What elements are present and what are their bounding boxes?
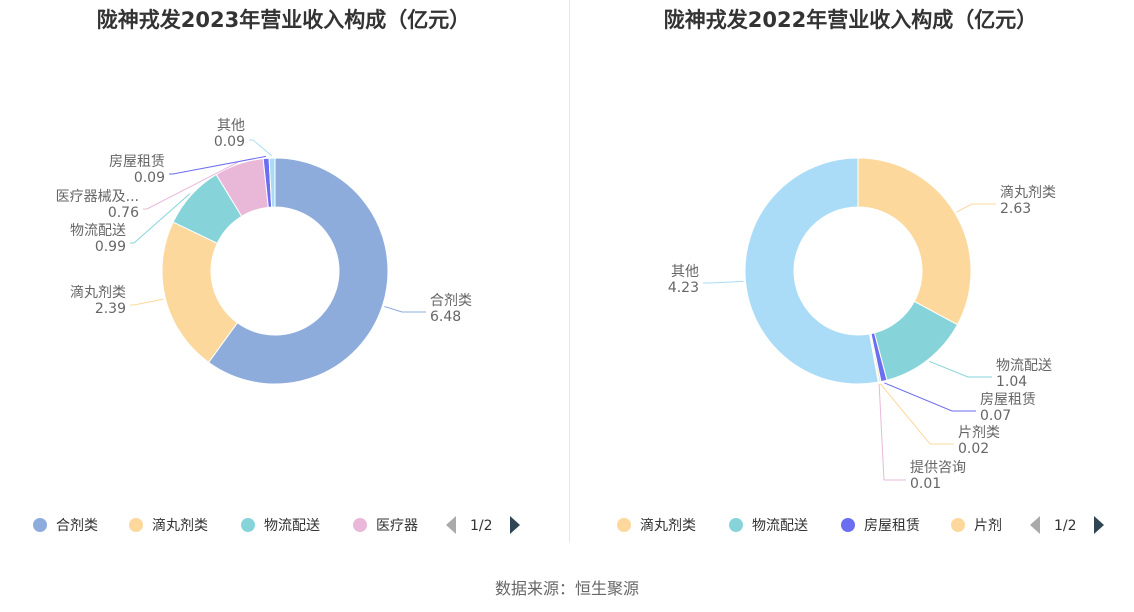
legend-item[interactable]: 房屋租赁: [841, 518, 920, 534]
legend-item[interactable]: 医疗器: [353, 518, 418, 534]
slice-value-label: 2.63: [1000, 201, 1031, 217]
legend-next-page-icon[interactable]: [510, 516, 520, 534]
slice-value-label: 0.01: [910, 476, 941, 492]
label-leader-line: [384, 306, 426, 313]
legend-label: 片剂: [974, 518, 1002, 534]
legend-2023: 合剂类 滴丸剂类 物流配送 医疗器 1/2: [33, 516, 520, 534]
slice-value-label: 0.99: [95, 239, 126, 255]
slice-label: 房屋租赁: [980, 392, 1036, 408]
legend-swatch: [841, 518, 855, 532]
legend-page-indicator: 1/2: [1054, 518, 1077, 534]
legend-item[interactable]: 滴丸剂类: [129, 517, 208, 534]
slice-value-label: 0.09: [134, 170, 165, 186]
slice-value-label: 0.07: [980, 408, 1011, 424]
donut-chart-2023: 合剂类6.48滴丸剂类2.39物流配送0.99医疗器械及...0.76房屋租赁0…: [56, 118, 472, 385]
slice-label: 物流配送: [70, 223, 126, 239]
label-leader-line: [143, 161, 239, 210]
legend-label: 物流配送: [264, 518, 320, 534]
slice-label: 物流配送: [996, 358, 1052, 374]
legend-swatch: [353, 518, 367, 532]
slice-2022-5[interactable]: [744, 157, 879, 385]
chart-title-2023: 陇神戎发2023年营业收入构成（亿元）: [96, 8, 471, 32]
legend-item[interactable]: 物流配送: [729, 518, 808, 534]
slice-value-label: 2.39: [95, 301, 126, 317]
slice-label: 提供咨询: [910, 460, 966, 476]
legend-2022: 滴丸剂类 物流配送 房屋租赁 片剂 1/2: [617, 516, 1104, 534]
label-leader-line: [130, 298, 164, 306]
slice-value-label: 0.02: [958, 441, 989, 457]
slice-label: 合剂类: [430, 293, 472, 309]
slice-label: 其他: [217, 118, 245, 134]
slice-label: 片剂类: [958, 425, 1000, 441]
label-leader-line: [878, 384, 906, 481]
legend-prev-page-icon[interactable]: [1030, 516, 1040, 534]
charts-canvas: 合剂类6.48滴丸剂类2.39物流配送0.99医疗器械及...0.76房屋租赁0…: [33, 118, 1104, 534]
label-leader-line: [169, 155, 267, 175]
legend-swatch: [33, 518, 47, 532]
legend-item[interactable]: 物流配送: [241, 518, 320, 534]
label-leader-line: [249, 139, 273, 157]
legend-item[interactable]: 滴丸剂类: [617, 517, 696, 534]
legend-swatch: [617, 518, 631, 532]
data-source-label: 数据来源：恒生聚源: [494, 579, 639, 598]
slice-value-label: 1.04: [996, 374, 1027, 390]
legend-label: 滴丸剂类: [640, 517, 696, 534]
legend-swatch: [729, 518, 743, 532]
slice-value-label: 6.48: [430, 309, 461, 325]
label-leader-line: [130, 193, 191, 244]
chart-title-2022: 陇神戎发2022年营业收入构成（亿元）: [663, 8, 1038, 32]
legend-label: 房屋租赁: [864, 518, 920, 534]
slice-label: 房屋租赁: [109, 154, 165, 170]
slice-2022-0[interactable]: [857, 157, 972, 326]
legend-swatch: [951, 518, 965, 532]
label-leader-line: [956, 203, 996, 213]
slice-label: 滴丸剂类: [1000, 184, 1056, 201]
slice-label: 滴丸剂类: [70, 284, 126, 301]
legend-label: 医疗器: [376, 518, 418, 534]
slice-2023-5[interactable]: [268, 157, 276, 208]
label-leader-line: [703, 280, 744, 284]
slice-value-label: 4.23: [668, 280, 699, 296]
slice-value-label: 0.09: [214, 134, 245, 150]
legend-next-page-icon[interactable]: [1094, 516, 1104, 534]
legend-label: 合剂类: [56, 518, 98, 534]
legend-label: 物流配送: [752, 518, 808, 534]
chart-divider: [569, 0, 570, 542]
slice-label: 其他: [671, 264, 699, 280]
legend-prev-page-icon[interactable]: [446, 516, 456, 534]
label-leader-line: [884, 382, 976, 412]
legend-label: 滴丸剂类: [152, 517, 208, 534]
label-leader-line: [880, 383, 954, 445]
legend-swatch: [129, 518, 143, 532]
legend-item[interactable]: 合剂类: [33, 518, 98, 534]
legend-item[interactable]: 片剂: [951, 518, 1002, 534]
slice-value-label: 0.76: [108, 205, 139, 221]
slice-label: 医疗器械及...: [56, 189, 139, 205]
label-leader-line: [929, 360, 992, 378]
slice-2023-0[interactable]: [207, 157, 389, 385]
legend-swatch: [241, 518, 255, 532]
legend-page-indicator: 1/2: [470, 518, 493, 534]
